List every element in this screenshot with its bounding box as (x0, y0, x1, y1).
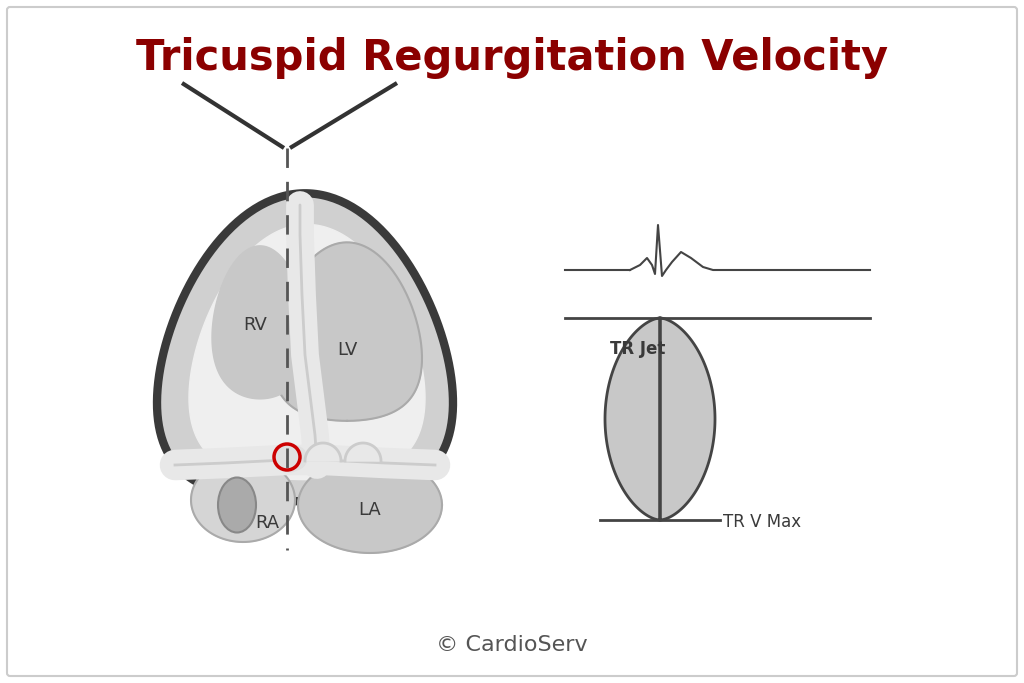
Polygon shape (212, 246, 308, 399)
Polygon shape (191, 458, 295, 542)
Polygon shape (189, 225, 425, 479)
Text: LA: LA (358, 501, 381, 519)
Text: TR Jet: TR Jet (610, 340, 666, 358)
Text: TR V Max: TR V Max (723, 513, 801, 531)
Text: LV: LV (337, 341, 357, 359)
Text: RA: RA (255, 514, 280, 532)
Text: RV: RV (243, 316, 267, 334)
Polygon shape (345, 443, 381, 461)
Polygon shape (605, 318, 715, 520)
FancyBboxPatch shape (7, 7, 1017, 676)
Polygon shape (305, 443, 341, 461)
Polygon shape (298, 457, 442, 553)
Ellipse shape (218, 477, 256, 533)
Text: Tricuspid Regurgitation Velocity: Tricuspid Regurgitation Velocity (136, 37, 888, 79)
Polygon shape (157, 193, 453, 501)
Text: © CardioServ: © CardioServ (436, 635, 588, 655)
Polygon shape (272, 242, 422, 421)
